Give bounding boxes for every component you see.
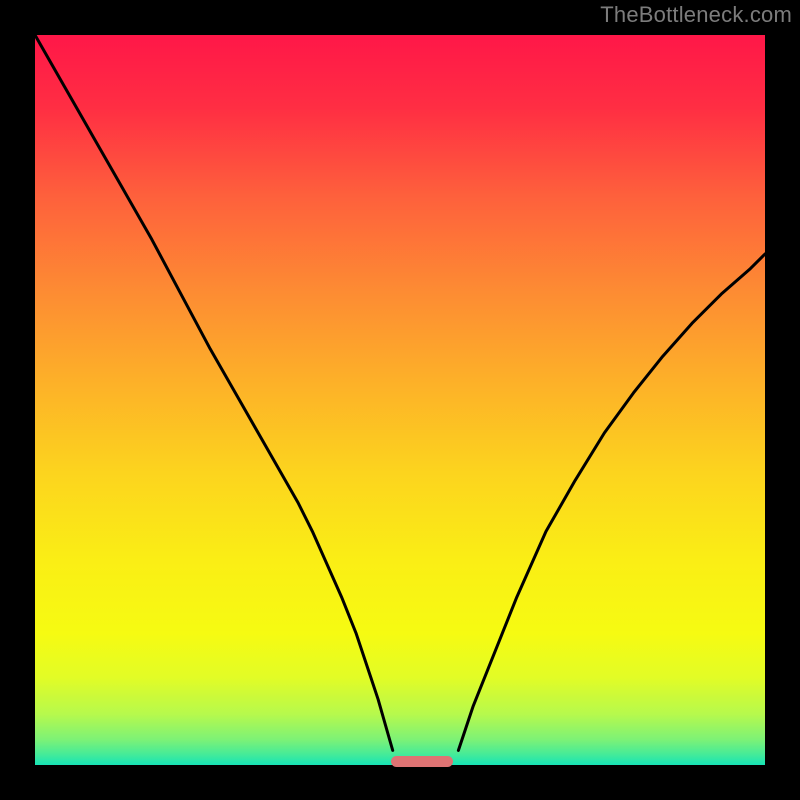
curve-right — [458, 254, 765, 750]
bottleneck-curve — [35, 35, 765, 765]
plot-area — [35, 35, 765, 765]
curve-left — [35, 35, 393, 750]
optimal-marker — [391, 756, 453, 768]
watermark-text: TheBottleneck.com — [600, 2, 792, 28]
